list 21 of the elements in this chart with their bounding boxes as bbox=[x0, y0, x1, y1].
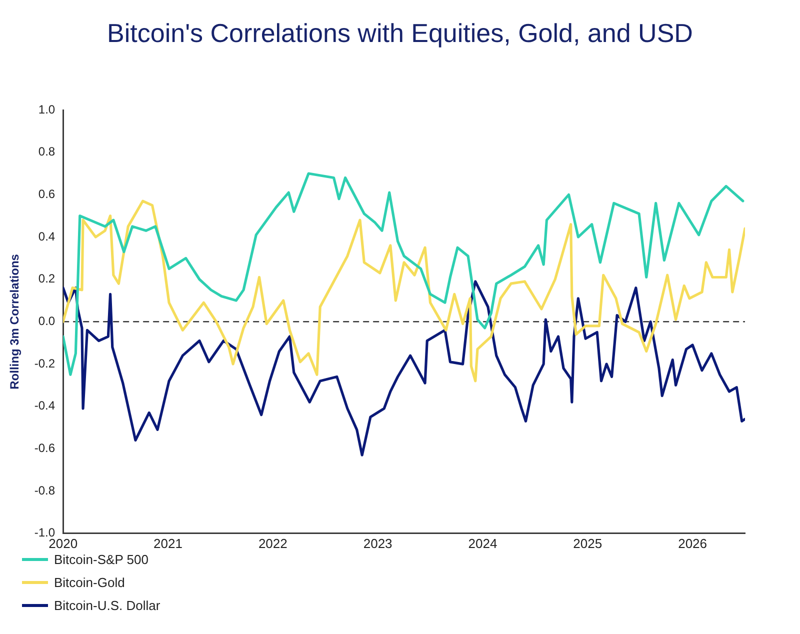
x-tick-label: 2026 bbox=[678, 536, 708, 551]
y-tick-label: -0.2 bbox=[34, 356, 56, 370]
legend-label: Bitcoin-S&P 500 bbox=[54, 552, 148, 567]
y-tick-label: 0.0 bbox=[38, 314, 56, 328]
y-tick-label: 1.0 bbox=[38, 102, 56, 116]
x-tick-label: 2024 bbox=[468, 536, 498, 551]
chart-title: Bitcoin's Correlations with Equities, Gold, and USD bbox=[106, 18, 694, 49]
y-tick-label: -0.4 bbox=[34, 398, 56, 413]
x-tick-label: 2022 bbox=[258, 536, 288, 551]
y-tick-label: -0.8 bbox=[34, 483, 56, 498]
x-tick-label: 2021 bbox=[154, 536, 182, 551]
y-tick-label: 0.6 bbox=[38, 186, 56, 201]
y-tick-label: 0.8 bbox=[38, 144, 56, 159]
y-axis-title: Rolling 3m Correlations bbox=[8, 254, 22, 390]
x-tick-label: 2025 bbox=[573, 536, 602, 551]
y-tick-label: 0.2 bbox=[38, 272, 56, 286]
y-tick-label: 0.4 bbox=[38, 229, 56, 244]
legend-label: Bitcoin-Gold bbox=[54, 575, 125, 590]
y-tick-label: -0.6 bbox=[34, 441, 56, 456]
x-tick-label: 2023 bbox=[363, 536, 392, 551]
legend-label: Bitcoin-U.S. Dollar bbox=[54, 598, 160, 613]
